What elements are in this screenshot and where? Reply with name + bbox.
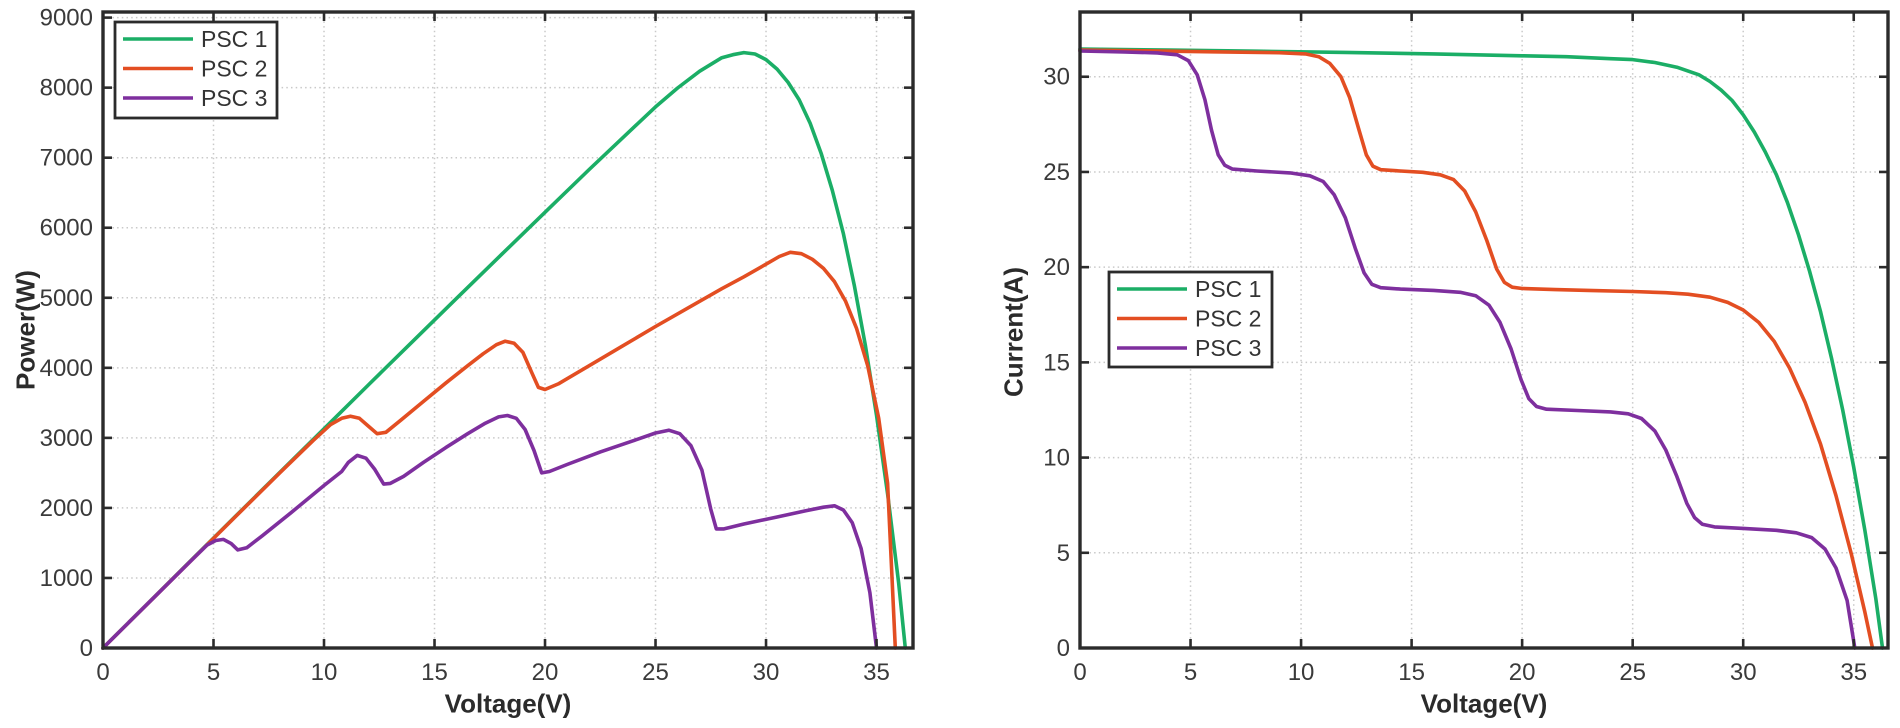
x-tick-label: 25: [1619, 659, 1646, 686]
y-tick-label: 8000: [40, 75, 93, 102]
series-curve-psc-1: [101, 50, 908, 650]
y-tick-label: 25: [1043, 159, 1070, 186]
pv-x-axis-title: Voltage(V): [444, 688, 572, 719]
x-tick-label: 35: [1840, 659, 1867, 686]
y-tick-label: 1000: [40, 565, 93, 592]
x-tick-label: 15: [421, 659, 448, 686]
x-tick-label: 30: [1730, 659, 1757, 686]
x-tick-label: 25: [642, 659, 669, 686]
y-tick-label: 7000: [40, 145, 93, 172]
x-tick-label: 0: [1073, 659, 1086, 686]
legend-item-label: PSC 3: [1195, 335, 1261, 361]
y-tick-label: 15: [1043, 349, 1070, 376]
x-tick-label: 0: [96, 659, 109, 686]
y-tick-label: 0: [1057, 635, 1070, 662]
series-curve-psc-1: [1078, 47, 1885, 650]
legend-item-label: PSC 1: [201, 26, 267, 52]
y-tick-label: 30: [1043, 64, 1070, 91]
series-curve-psc-3: [101, 413, 879, 650]
y-tick-label: 10: [1043, 445, 1070, 472]
plot-border: [1078, 10, 1890, 650]
x-tick-label: 20: [1509, 659, 1536, 686]
pv-y-axis-title: Power(W): [10, 270, 41, 390]
iv-y-axis-title: Current(A): [998, 267, 1029, 397]
y-tick-label: 5000: [40, 285, 93, 312]
x-tick-label: 30: [753, 659, 780, 686]
legend-item-label: PSC 3: [201, 85, 267, 111]
y-tick-label: 4000: [40, 355, 93, 382]
legend-item-label: PSC 2: [201, 56, 267, 82]
x-tick-label: 20: [532, 659, 559, 686]
iv-curve-chart: 0 5 10 15 20 25 30 35 0 5 10 15 20 25 30 PSC 1 PSC 2 PSC …: [1043, 10, 1890, 686]
legend-item-label: PSC 1: [1195, 276, 1261, 302]
series-curve-psc-3: [1078, 49, 1857, 650]
x-tick-label: 15: [1398, 659, 1425, 686]
y-tick-label: 3000: [40, 425, 93, 452]
y-tick-label: 2000: [40, 495, 93, 522]
iv-x-axis-title: Voltage(V): [1420, 688, 1548, 719]
plot-border: [101, 10, 915, 650]
series-curve-psc-2: [1078, 48, 1875, 650]
x-tick-label: 5: [207, 659, 220, 686]
y-tick-label: 9000: [40, 5, 93, 32]
x-tick-label: 10: [311, 659, 338, 686]
series-curve-psc-2: [101, 250, 898, 650]
y-tick-label: 20: [1043, 254, 1070, 281]
legend-item-label: PSC 2: [1195, 306, 1261, 332]
x-tick-label: 10: [1288, 659, 1315, 686]
y-tick-label: 5: [1057, 540, 1070, 567]
x-tick-label: 5: [1184, 659, 1197, 686]
y-tick-label: 6000: [40, 215, 93, 242]
x-tick-label: 35: [863, 659, 890, 686]
pv-curve-chart: 0 5 10 15 20 25 30 35 0 1000 2000 3000 4000 5000 6000 7…: [40, 5, 915, 686]
y-tick-label: 0: [80, 635, 93, 662]
